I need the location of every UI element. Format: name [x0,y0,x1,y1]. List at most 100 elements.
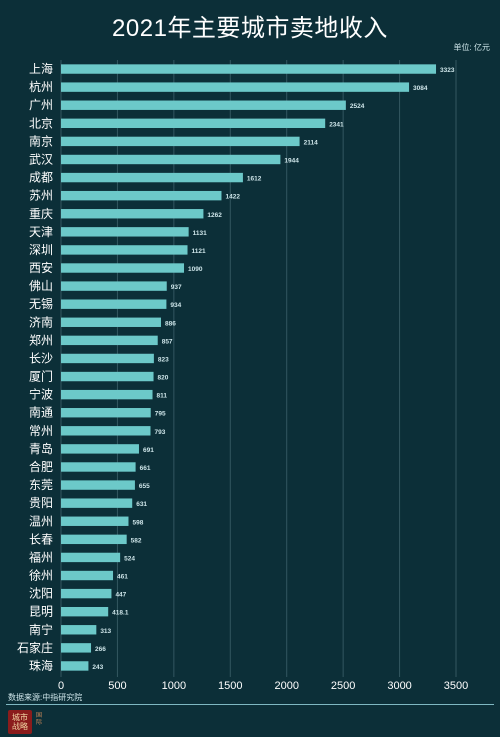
category-label: 济南 [29,314,53,329]
category-label: 上海 [29,61,53,76]
divider [6,704,494,705]
category-label: 深圳 [29,243,53,257]
category-label: 天津 [29,225,53,239]
value-label: 447 [115,592,126,599]
category-label: 福州 [29,549,53,564]
value-label: 655 [139,483,150,490]
bar [61,299,167,309]
labels: 0 500 1000 1500 2000 2500 3000 3500 上海 3323 杭州 3084… [17,61,468,692]
bar [61,498,133,508]
bar [61,661,89,671]
data-source: 数据来源:中指研究院 [8,693,83,702]
bar [61,371,154,382]
category-label: 郑州 [29,332,53,347]
bars [61,64,437,671]
bar [61,552,121,563]
bar [61,227,189,237]
category-label: 武汉 [29,152,53,166]
value-label: 1262 [207,212,222,219]
value-label: 313 [100,628,111,635]
category-label: 北京 [29,116,53,130]
category-label: 成都 [29,171,53,185]
x-tick-label: 3000 [387,680,411,692]
bar [61,263,185,273]
category-label: 珠海 [29,658,53,673]
bar [61,100,346,110]
category-label: 常州 [29,424,53,438]
bar [61,281,167,291]
category-label: 昆明 [29,605,53,619]
x-tick-label: 500 [108,680,126,692]
bar [61,172,243,183]
value-label: 691 [143,447,154,454]
category-label: 合肥 [29,459,53,474]
bar [61,643,92,653]
value-label: 3084 [413,85,428,92]
bar [61,462,136,472]
value-label: 886 [165,320,176,327]
chart-title: 2021年主要城市卖地收入 [112,15,388,42]
bar [61,389,153,400]
bar [61,245,188,255]
logo-text: 城市 战略 [12,713,28,731]
bar [61,64,437,74]
bar [61,317,161,327]
category-label: 青岛 [29,441,53,456]
bar [61,335,158,346]
category-label: 厦门 [29,369,53,384]
value-label: 793 [154,429,165,436]
category-label: 南通 [29,405,53,420]
bar [61,606,109,617]
value-label: 2524 [350,103,365,110]
value-label: 820 [158,375,169,382]
value-label: 1131 [193,230,207,237]
bar [61,570,114,581]
value-label: 243 [92,664,103,671]
category-label: 广州 [29,98,53,112]
bar [61,353,154,364]
bar [61,516,129,526]
value-label: 598 [132,519,143,526]
category-label: 西安 [29,260,53,275]
value-label: 266 [95,646,106,653]
value-label: 823 [158,356,169,363]
bar [61,136,300,147]
brand-logo: 城市 战略 [8,710,32,734]
category-label: 徐州 [29,568,53,583]
category-label: 长沙 [29,351,53,365]
brand-seal: 国际 [36,712,43,726]
bar [61,190,222,201]
value-label: 418.1 [112,610,129,617]
category-label: 佛山 [29,279,53,293]
bar [61,480,135,490]
bar [61,588,112,599]
category-label: 宁波 [29,387,53,402]
category-label: 温州 [29,514,53,528]
value-label: 857 [162,338,173,345]
value-label: 1944 [284,157,299,164]
x-tick-label: 0 [58,680,64,692]
bar [61,444,139,454]
category-label: 沈阳 [29,586,53,601]
x-tick-label: 3500 [444,680,468,692]
value-label: 811 [157,393,168,400]
category-label: 杭州 [29,79,53,94]
bar [61,154,281,165]
category-label: 南京 [29,133,53,148]
bar [61,209,204,219]
bar [61,534,127,545]
bar [61,625,97,635]
category-label: 苏州 [29,189,53,203]
grid-lines [60,60,457,677]
value-label: 631 [136,501,147,508]
value-label: 1121 [192,248,206,255]
bar [61,82,410,92]
category-label: 石家庄 [17,640,53,655]
value-label: 582 [131,537,142,544]
category-label: 东莞 [29,478,53,492]
category-label: 南宁 [29,622,53,637]
value-label: 2341 [329,121,344,128]
x-tick-label: 1000 [162,680,186,692]
bar [61,118,326,129]
